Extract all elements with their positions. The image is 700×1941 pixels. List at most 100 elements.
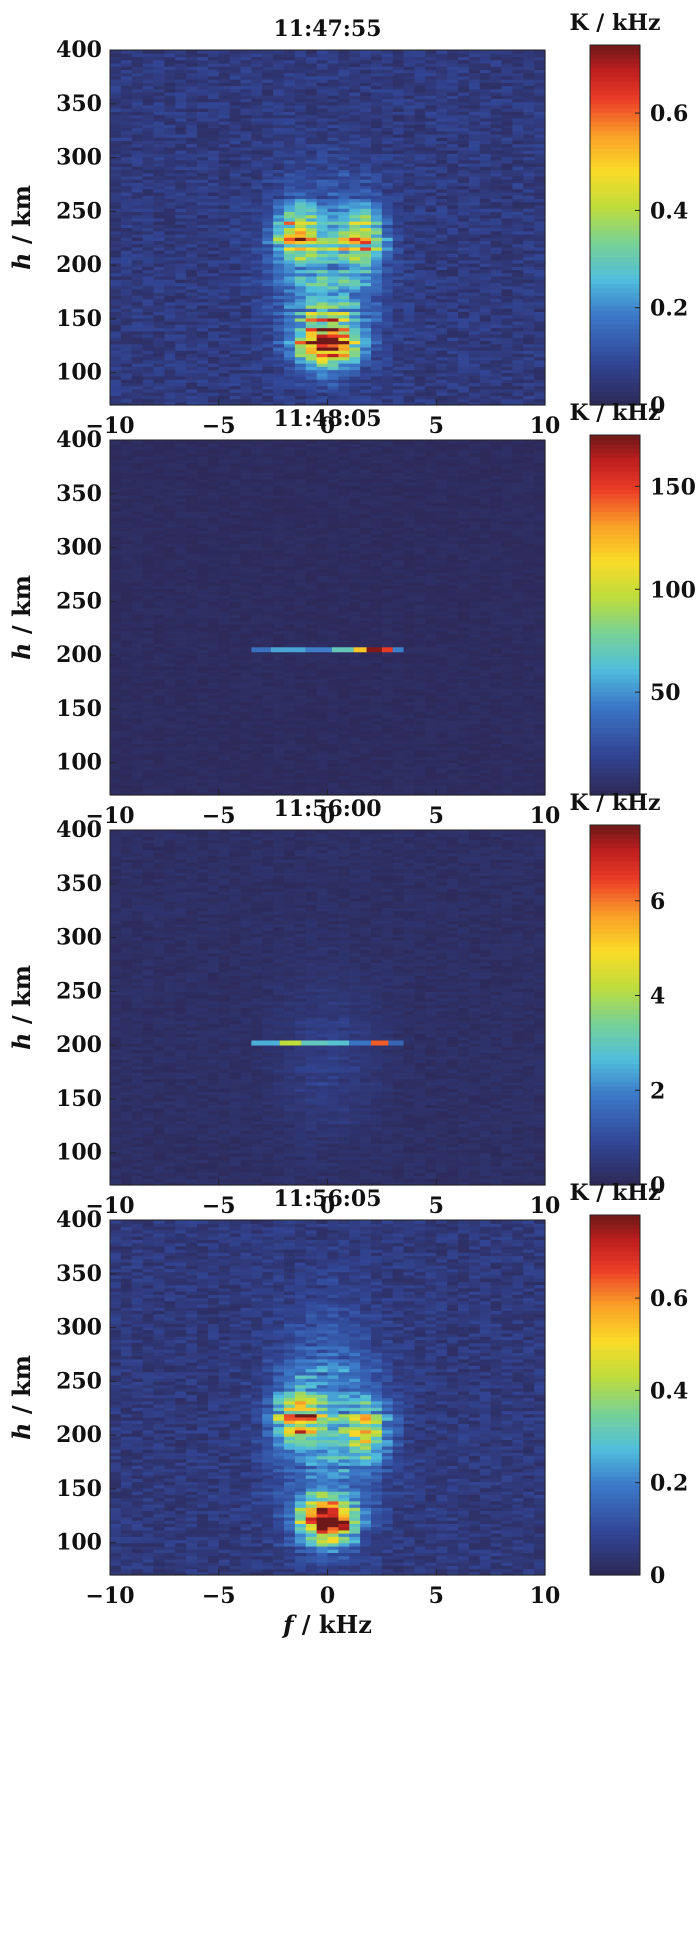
- colorbar-swatch: [590, 301, 640, 307]
- heatmap-cell: [425, 266, 437, 271]
- heatmap-cell: [305, 211, 318, 216]
- heatmap-cell: [316, 343, 329, 348]
- heatmap-cell: [392, 114, 405, 119]
- heatmap-cell: [142, 175, 155, 180]
- heatmap-cell: [175, 346, 187, 351]
- heatmap-cell: [197, 85, 209, 90]
- heatmap-cell: [175, 204, 187, 209]
- heatmap-cell: [534, 288, 546, 293]
- heatmap-cell: [468, 256, 481, 261]
- heatmap-cell: [251, 788, 263, 793]
- heatmap-cell: [327, 98, 339, 103]
- heatmap-cell: [479, 204, 492, 209]
- heatmap-cell: [458, 340, 470, 345]
- heatmap-cell: [273, 227, 285, 232]
- heatmap-cell: [240, 366, 252, 371]
- heatmap-cell: [468, 153, 481, 158]
- heatmap-cell: [458, 195, 470, 200]
- heatmap-cell: [403, 343, 416, 348]
- heatmap-cell: [142, 775, 155, 780]
- heatmap-cell: [273, 392, 285, 396]
- heatmap-cell: [142, 56, 155, 61]
- heatmap-cell: [284, 337, 296, 342]
- heatmap-cell: [316, 256, 329, 261]
- heatmap-cell: [327, 788, 339, 793]
- heatmap-cell: [251, 91, 263, 96]
- heatmap-cell: [164, 143, 176, 148]
- heatmap-cell: [142, 385, 155, 390]
- heatmap-cell: [305, 762, 318, 767]
- heatmap-cell: [218, 756, 231, 761]
- heatmap-cell: [153, 69, 165, 74]
- heatmap-cell: [490, 169, 503, 174]
- heatmap-cell: [403, 295, 416, 300]
- heatmap-cell: [153, 392, 165, 396]
- heatmap-cell: [251, 56, 263, 61]
- heatmap-cell: [501, 275, 513, 280]
- heatmap-cell: [207, 769, 220, 774]
- heatmap-cell: [186, 762, 198, 767]
- heatmap-cell: [414, 279, 426, 283]
- heatmap-cell: [447, 95, 459, 100]
- heatmap-cell: [316, 279, 329, 283]
- heatmap-cell: [392, 150, 405, 154]
- heatmap-cell: [186, 769, 198, 774]
- heatmap-cell: [186, 295, 198, 300]
- heatmap-cell: [327, 392, 339, 396]
- heatmap-cell: [425, 324, 437, 329]
- heatmap-cell: [512, 304, 524, 309]
- heatmap-cell: [305, 172, 318, 177]
- heatmap-cell: [262, 146, 274, 151]
- heatmap-cell: [305, 66, 318, 70]
- heatmap-cell: [197, 250, 209, 254]
- heatmap-cell: [349, 775, 361, 780]
- heatmap-cell: [403, 366, 416, 371]
- heatmap-cell: [425, 69, 437, 74]
- heatmap-cell: [197, 330, 209, 335]
- heatmap-cell: [403, 785, 416, 790]
- heatmap-cell: [512, 256, 524, 261]
- heatmap-cell: [164, 124, 176, 129]
- heatmap-cell: [458, 121, 470, 125]
- heatmap-cell: [164, 350, 176, 354]
- heatmap-cell: [186, 156, 198, 161]
- heatmap-cell: [371, 350, 383, 354]
- heatmap-cell: [229, 62, 242, 67]
- heatmap-cell: [251, 117, 263, 122]
- heatmap-cell: [458, 91, 470, 96]
- colorbar-swatch: [590, 364, 640, 370]
- heatmap-cell: [175, 111, 187, 116]
- heatmap-cell: [110, 162, 122, 167]
- heatmap-cell: [110, 156, 122, 161]
- heatmap-cell: [110, 343, 122, 348]
- heatmap-cell: [175, 778, 187, 783]
- heatmap-cell: [381, 156, 394, 161]
- heatmap-cell: [207, 369, 220, 374]
- heatmap-cell: [316, 363, 329, 367]
- heatmap-cell: [273, 140, 285, 145]
- heatmap-cell: [294, 224, 307, 229]
- heatmap-cell: [197, 227, 209, 232]
- heatmap-cell: [229, 266, 242, 271]
- heatmap-cell: [240, 369, 252, 374]
- heatmap-cell: [447, 363, 459, 367]
- heatmap-cell: [381, 192, 394, 196]
- colorbar-swatch: [590, 306, 640, 312]
- heatmap-cell: [142, 146, 155, 151]
- heatmap-cell: [360, 321, 372, 325]
- heatmap-cell: [523, 53, 535, 58]
- heatmap-cell: [447, 153, 459, 158]
- heatmap-cell: [338, 143, 350, 148]
- heatmap-cell: [512, 327, 524, 332]
- colorbar-swatch: [590, 337, 640, 343]
- heatmap-cell: [534, 130, 546, 135]
- heatmap-cell: [349, 250, 361, 254]
- heatmap-cell: [392, 175, 405, 180]
- heatmap-cell: [120, 762, 133, 767]
- heatmap-cell: [458, 327, 470, 332]
- heatmap-cell: [110, 282, 122, 287]
- heatmap-cell: [207, 275, 220, 280]
- heatmap-cell: [316, 334, 329, 338]
- heatmap-cell: [327, 256, 339, 261]
- heatmap-cell: [218, 282, 231, 287]
